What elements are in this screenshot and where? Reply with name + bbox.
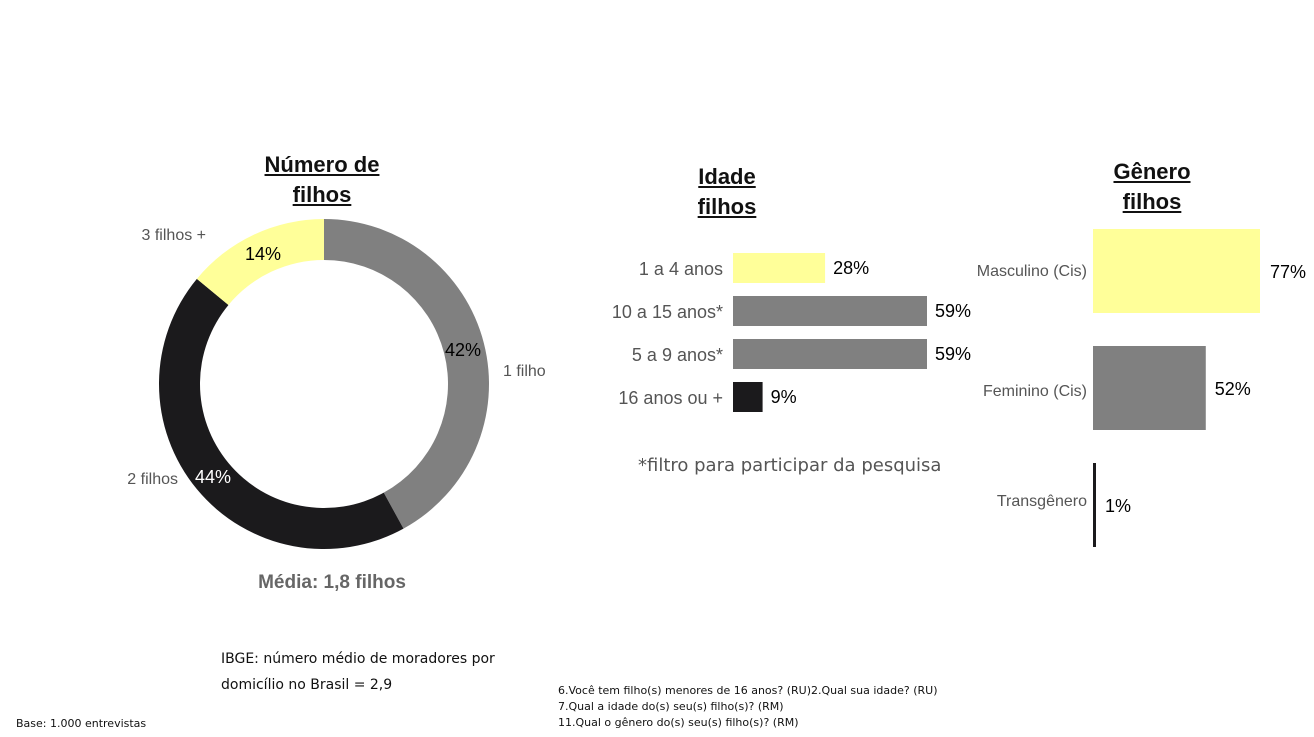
donut-slice	[159, 278, 404, 549]
gender-category-label: Transgênero	[997, 493, 1087, 510]
ibge-note-line-2: domicílio no Brasil = 2,9	[221, 677, 393, 693]
age-category-label: 5 a 9 anos*	[632, 345, 723, 365]
donut-title-line-1: Número de	[264, 152, 380, 177]
age-category-label: 16 anos ou +	[618, 388, 723, 408]
gender-bar	[1093, 229, 1260, 313]
donut-slice	[324, 219, 489, 529]
question-note-3: 11.Qual o gênero do(s) seu(s) filho(s)? …	[558, 716, 799, 729]
gender-bar	[1093, 346, 1206, 430]
age-category-label: 10 a 15 anos*	[612, 302, 723, 322]
donut-slice	[196, 219, 324, 305]
base-note: Base: 1.000 entrevistas	[16, 717, 147, 730]
donut-category-label: 2 filhos	[127, 471, 178, 488]
donut-value-label: 44%	[195, 467, 231, 487]
age-value-label: 59%	[935, 344, 971, 364]
gender-value-label: 52%	[1215, 379, 1251, 399]
age-bar	[733, 339, 927, 369]
age-bar	[733, 296, 927, 326]
age-title-line-2: filhos	[697, 194, 757, 219]
age-chart-title: Idade filhos	[677, 162, 777, 222]
donut-category-label: 1 filho	[503, 363, 546, 380]
ibge-note-line-1: IBGE: número médio de moradores por	[221, 651, 495, 667]
age-bar	[733, 253, 826, 283]
gender-value-label: 1%	[1105, 496, 1131, 516]
age-value-label: 9%	[771, 387, 797, 407]
donut-subtitle: Média: 1,8 filhos	[258, 572, 406, 593]
question-note-2: 7.Qual a idade do(s) seu(s) filho(s)? (R…	[558, 700, 784, 713]
age-title-line-1: Idade	[698, 164, 756, 189]
gender-title-line-2: filhos	[1122, 189, 1182, 214]
gender-category-label: Masculino (Cis)	[977, 263, 1087, 280]
age-value-label: 59%	[935, 301, 971, 321]
donut-value-label: 14%	[245, 244, 281, 264]
gender-category-label: Feminino (Cis)	[983, 383, 1087, 400]
donut-category-label: 3 filhos +	[142, 227, 206, 244]
age-chart-note: *filtro para participar da pesquisa	[638, 455, 942, 476]
question-notes: 6.Você tem filho(s) menores de 16 anos? …	[558, 683, 937, 731]
donut-value-label: 42%	[445, 340, 481, 360]
age-category-label: 1 a 4 anos	[639, 259, 723, 279]
gender-bar	[1093, 463, 1096, 547]
donut-chart-title: Número de filhos	[222, 150, 422, 210]
age-bar	[733, 382, 763, 412]
question-note-1: 6.Você tem filho(s) menores de 16 anos? …	[558, 684, 938, 697]
donut-title-line-2: filhos	[292, 182, 352, 207]
gender-chart-title: Gênero filhos	[1092, 157, 1212, 217]
ibge-note: IBGE: número médio de moradores por domi…	[221, 646, 495, 698]
age-value-label: 28%	[833, 258, 869, 278]
gender-value-label: 77%	[1270, 262, 1306, 282]
gender-title-line-1: Gênero	[1113, 159, 1191, 184]
